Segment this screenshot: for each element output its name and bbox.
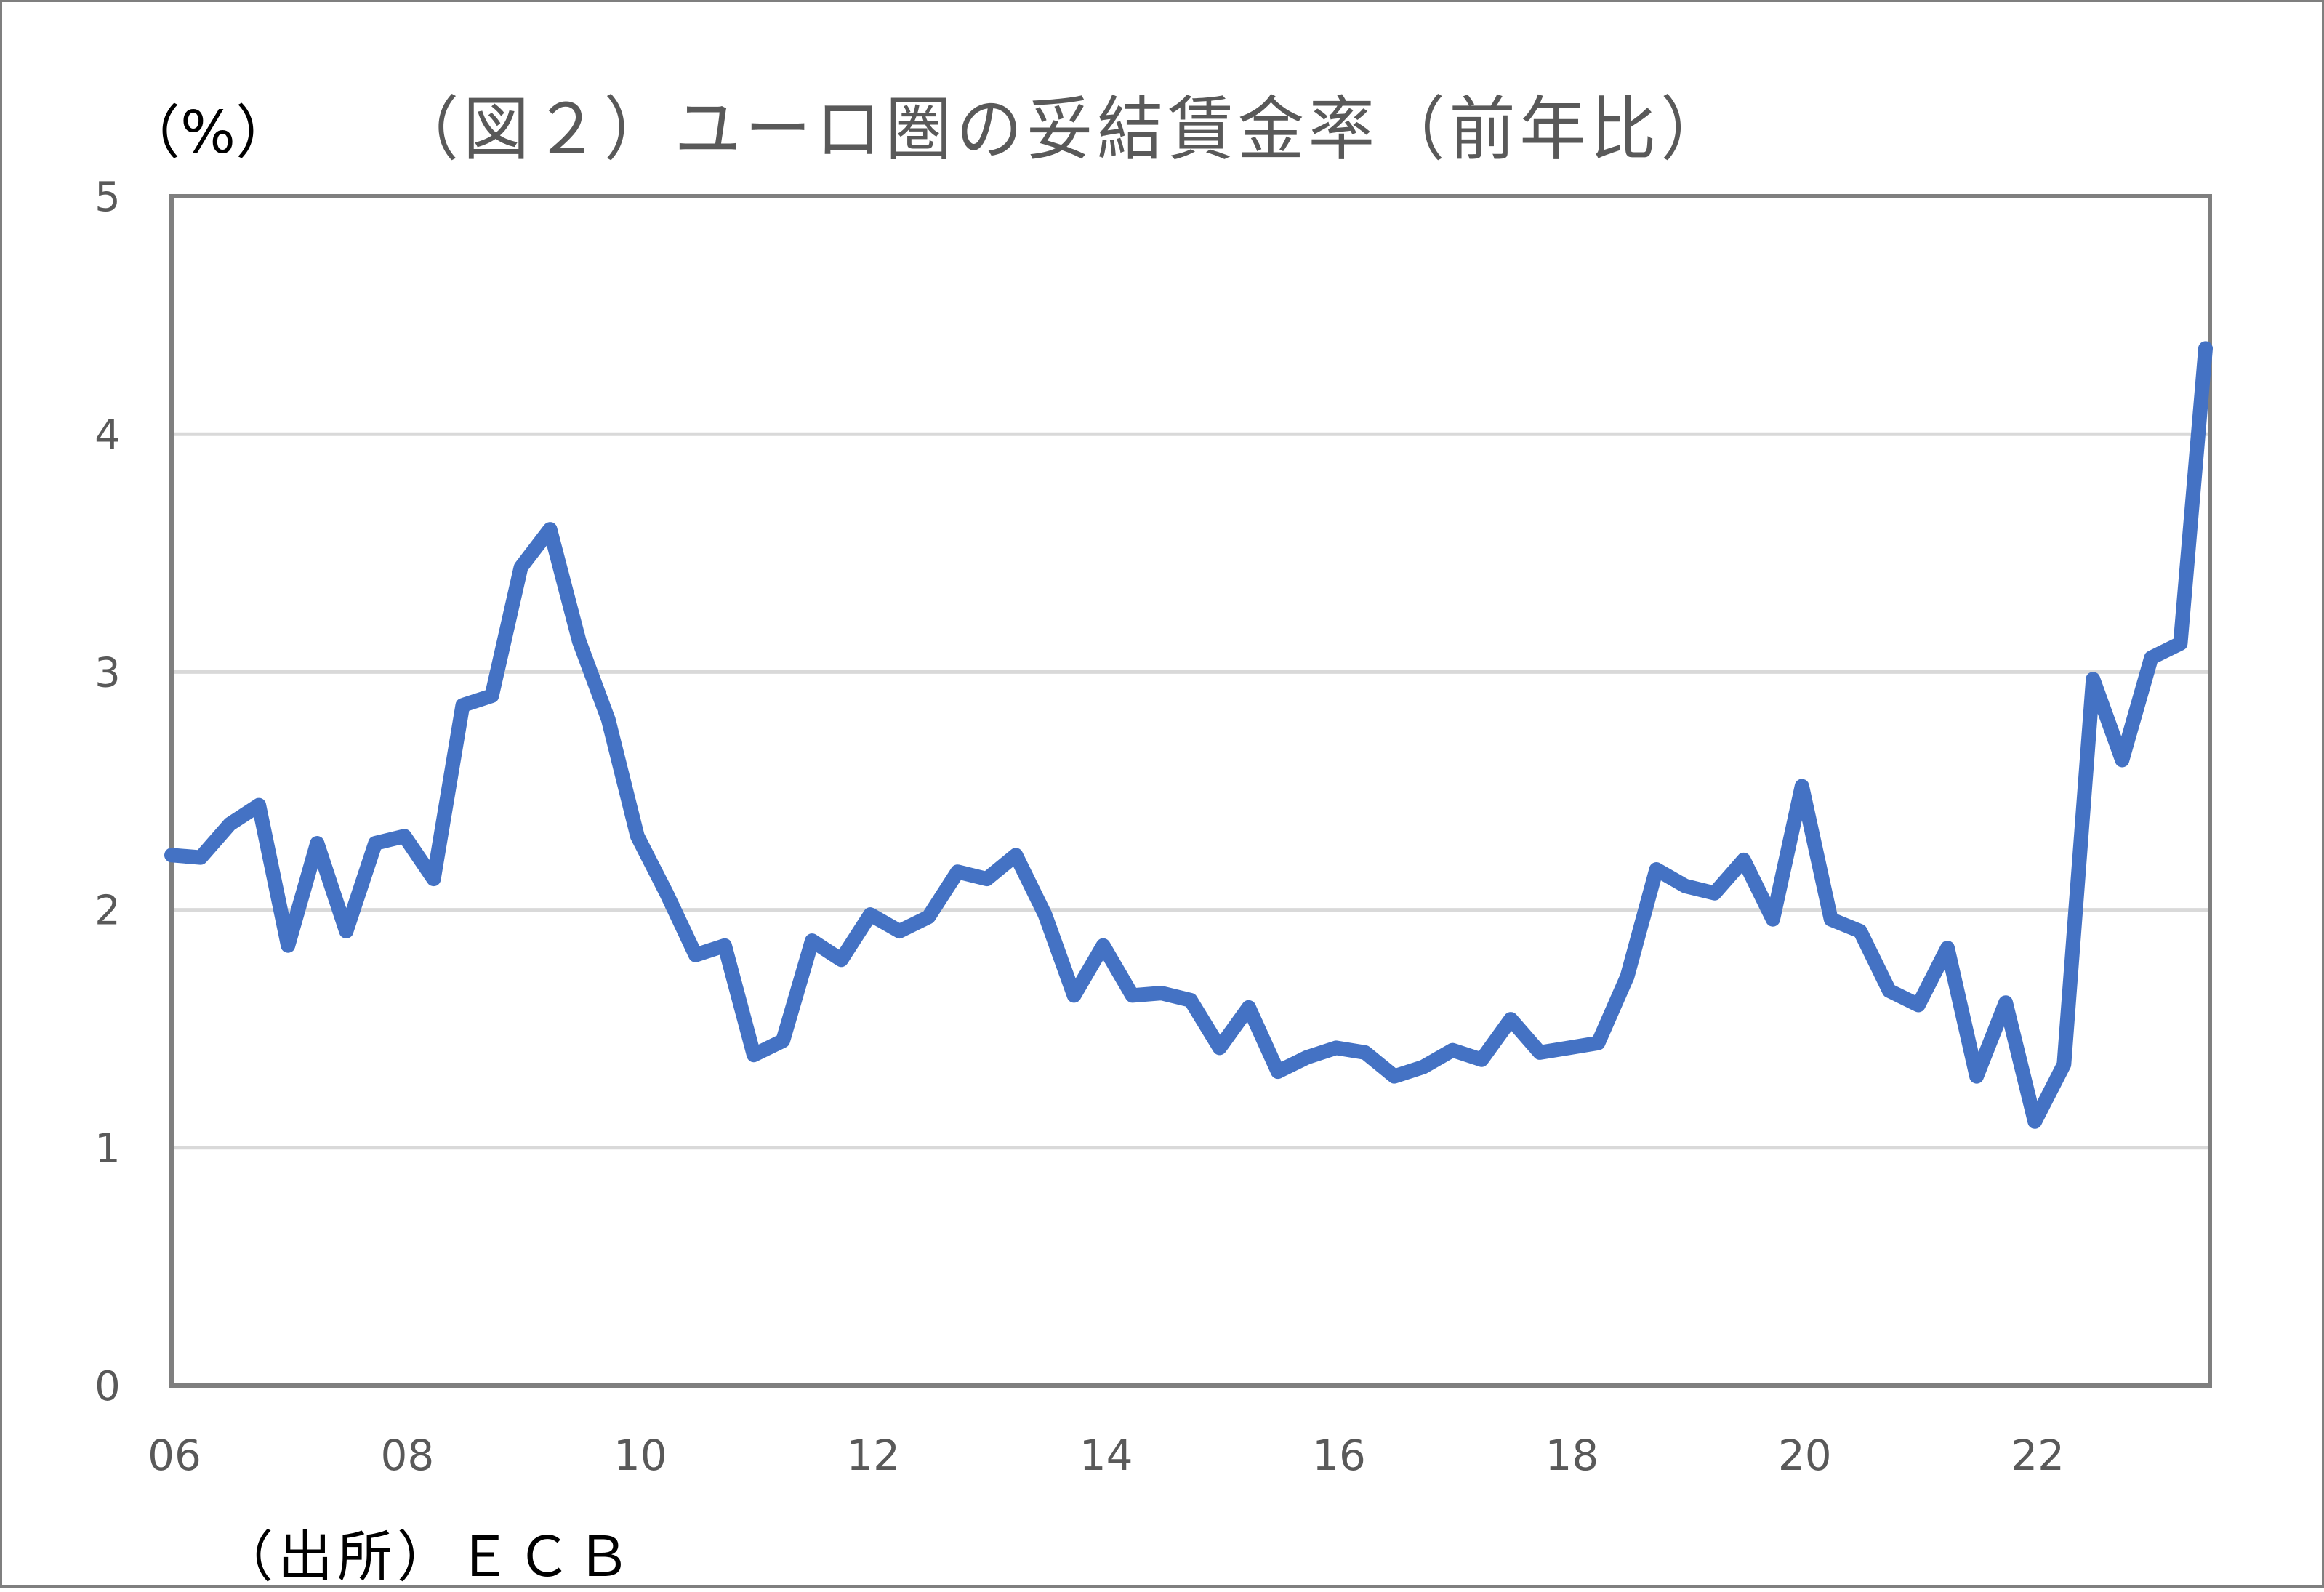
x-tick-label: 22 <box>2011 1431 2064 1480</box>
source-note: （出所）ＥＣＢ <box>218 1524 635 1589</box>
x-tick-label: 08 <box>380 1431 434 1480</box>
y-tick-label: 5 <box>95 174 121 221</box>
chart-title: （図２）ユーロ圏の妥結賃金率（前年比） <box>393 89 1732 170</box>
wage-growth-line <box>164 341 2213 1129</box>
y-axis-ticks: 0 1 2 3 4 5 <box>95 174 121 1410</box>
x-axis-ticks: 06 08 10 12 14 16 18 20 22 <box>148 1431 2064 1480</box>
x-tick-label: 16 <box>1312 1431 1366 1480</box>
y-tick-label: 0 <box>95 1363 121 1410</box>
x-tick-label: 18 <box>1545 1431 1599 1480</box>
plot-area <box>169 194 2212 1388</box>
y-tick-label: 2 <box>95 888 121 935</box>
y-axis-unit-label: （%） <box>122 99 294 166</box>
x-tick-label: 12 <box>846 1431 900 1480</box>
x-tick-label: 10 <box>614 1431 667 1480</box>
gridlines <box>172 432 2210 1150</box>
x-tick-label: 14 <box>1079 1431 1133 1480</box>
y-tick-label: 3 <box>95 649 121 696</box>
x-tick-label: 06 <box>148 1431 201 1480</box>
x-tick-label: 20 <box>1778 1431 1832 1480</box>
y-tick-label: 4 <box>95 411 121 459</box>
y-tick-label: 1 <box>95 1125 121 1173</box>
